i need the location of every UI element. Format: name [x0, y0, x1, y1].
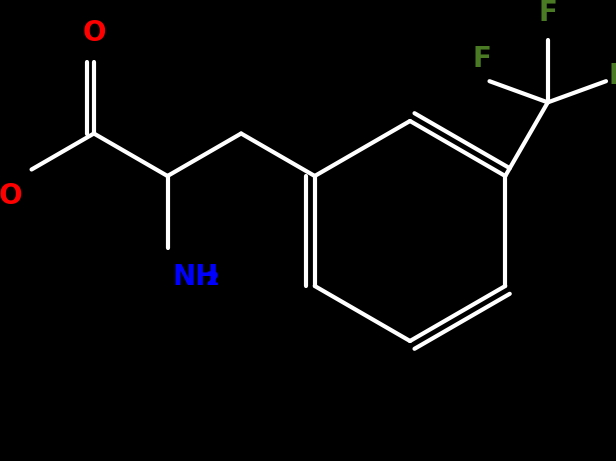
Text: F: F	[609, 62, 616, 90]
Text: F: F	[538, 0, 557, 27]
Text: NH: NH	[172, 263, 219, 291]
Text: HO: HO	[0, 182, 23, 209]
Text: O: O	[82, 18, 106, 47]
Text: F: F	[472, 45, 491, 73]
Text: 2: 2	[206, 270, 219, 289]
